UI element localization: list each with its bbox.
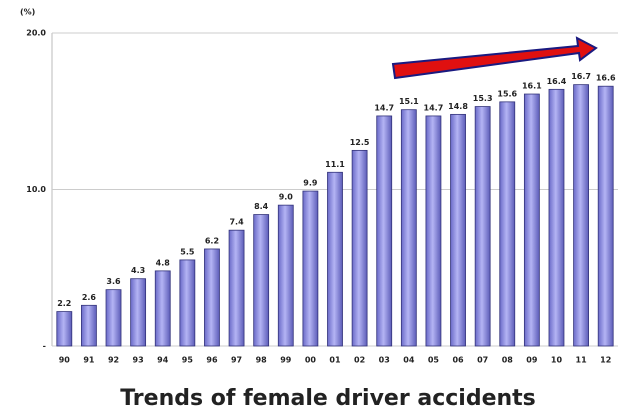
x-tick-label: 03 [379,356,390,365]
bar [450,113,466,347]
bar [597,85,614,347]
value-label: 8.4 [254,202,269,211]
x-tick-label: 01 [329,356,341,365]
bar [400,109,417,347]
bar [302,190,319,347]
trend-arrow [391,36,598,80]
value-label: 16.6 [596,74,616,83]
y-tick-label: - [43,342,46,351]
x-tick-label: 02 [354,356,365,365]
bar [277,204,294,347]
value-label: 7.4 [229,218,244,227]
bar [573,84,589,347]
value-label: 14.8 [448,102,468,111]
value-label: 4.8 [156,258,171,267]
value-label: 15.6 [497,89,517,98]
bar [105,289,122,347]
value-label: 9.9 [303,179,318,188]
bar [523,93,540,347]
bar [425,115,442,347]
bar [56,311,73,347]
bar [548,88,565,347]
bar [253,214,270,347]
x-tick-label: 95 [182,356,194,365]
value-label: 15.3 [473,94,493,103]
x-tick-label: 10 [551,356,563,365]
value-label: 6.2 [205,236,219,245]
value-label: 3.6 [106,277,121,286]
value-label: 14.7 [424,103,444,112]
x-tick-label: 98 [256,356,268,365]
bar [81,304,97,347]
x-tick-label: 11 [576,356,588,365]
x-tick-label: 94 [157,356,169,365]
value-label: 11.1 [325,160,345,169]
value-label: 16.7 [571,72,591,81]
bar [130,278,147,347]
x-tick-label: 00 [305,356,317,365]
value-label: 2.6 [82,293,97,302]
bar [499,101,516,347]
bar [154,270,171,347]
x-tick-label: 91 [83,356,95,365]
bar [474,106,491,347]
chart-title: Trends of female driver accidents [120,386,536,411]
y-axis-label: (%) [20,8,35,17]
bar [204,248,220,347]
x-tick-label: 12 [600,356,611,365]
y-tick-label: 10.0 [26,185,46,194]
value-label: 2.2 [57,299,71,308]
x-tick-label: 08 [502,356,514,365]
x-tick-label: 92 [108,356,119,365]
x-tick-label: 96 [206,356,218,365]
bar [376,115,393,347]
bar [351,149,368,347]
value-label: 9.0 [279,193,294,202]
value-label: 4.3 [131,266,145,275]
bar [228,229,245,347]
x-tick-label: 97 [231,356,242,365]
x-tick-label: 04 [403,356,415,365]
x-tick-label: 99 [280,356,292,365]
value-label: 14.7 [374,103,394,112]
x-tick-label: 09 [526,356,538,365]
x-tick-label: 06 [452,356,464,365]
bar [327,171,343,347]
value-label: 15.1 [399,97,419,106]
value-label: 16.4 [547,77,567,86]
y-tick-label: 20.0 [26,29,46,38]
x-tick-label: 05 [428,356,440,365]
x-tick-label: 90 [59,356,71,365]
value-label: 5.5 [180,247,195,256]
x-tick-label: 07 [477,356,488,365]
value-label: 12.5 [350,138,370,147]
bar [179,259,196,347]
x-tick-label: 93 [133,356,144,365]
value-label: 16.1 [522,82,542,91]
